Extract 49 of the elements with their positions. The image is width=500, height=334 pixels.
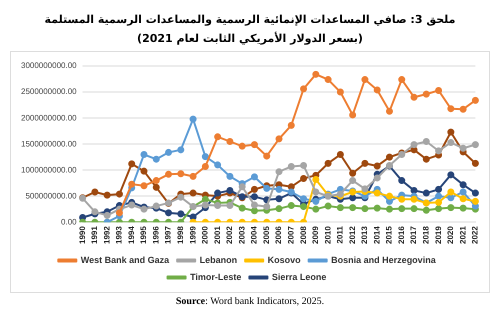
chart-subtitle: (بسعر الدولار الأمريكي الثابت لعام 2021) <box>136 30 364 47</box>
x-tick-label: 1996 <box>151 226 160 244</box>
x-tick-label: 2020 <box>446 226 456 244</box>
x-tick-label: 2008 <box>298 226 308 244</box>
x-tick-label: 1998 <box>176 226 186 244</box>
x-tick-label: 2012 <box>348 226 357 244</box>
x-tick-label: 2011 <box>336 226 345 244</box>
x-tick-label: 1995 <box>139 226 148 244</box>
x-tick-label: 2017 <box>409 226 418 244</box>
y-tick-label: 1500000000.00 <box>20 139 78 148</box>
legend-label: Sierra Leone <box>272 272 326 282</box>
legend-label: Lebanon <box>200 254 238 265</box>
x-tick-label: 1993 <box>114 226 124 244</box>
chart-title: ملحق 3: صافي المساعدات الإنمائية الرسمية والمساعدات الرسمية المستلمة <box>44 12 456 28</box>
x-tick-label: 2021 <box>458 226 468 244</box>
y-tick-label: 500000000.00 <box>25 191 78 200</box>
x-tick-label: 1997 <box>164 226 173 244</box>
x-tick-label: 2019 <box>434 226 443 244</box>
y-tick-label: 3000000000.00 <box>20 61 78 70</box>
source-note: Source: Word bank Indicators, 2025. <box>174 296 326 307</box>
x-tick-label: 2018 <box>422 226 431 244</box>
x-tick-label: 2007 <box>286 226 296 244</box>
x-tick-label: 2013 <box>360 226 370 244</box>
x-tick-label: 2022 <box>470 226 480 244</box>
x-tick-label: 2000 <box>200 226 210 244</box>
x-tick-label: 2003 <box>237 226 246 244</box>
x-tick-label: 2006 <box>274 226 284 244</box>
x-tick-label: 1990 <box>78 226 87 244</box>
x-tick-label: 2009 <box>311 226 320 244</box>
y-tick-label: 2500000000.00 <box>20 87 78 96</box>
x-tick-label: 2015 <box>384 226 394 244</box>
x-tick-label: 2010 <box>323 226 332 244</box>
legend-label: Bosnia and Herzegovina <box>331 254 437 265</box>
legend-label: Timor-Leste <box>190 272 242 282</box>
x-tick-label: 2002 <box>225 226 234 244</box>
x-tick-label: 2014 <box>372 226 382 244</box>
y-tick-label: 1000000000.00 <box>20 165 78 174</box>
x-tick-label: 2005 <box>262 226 271 244</box>
x-tick-label: 2016 <box>396 226 406 244</box>
x-tick-label: 2004 <box>250 226 259 244</box>
x-tick-label: 1991 <box>90 226 100 244</box>
x-tick-label: 1994 <box>126 226 136 244</box>
y-tick-label: 0.00 <box>61 217 78 226</box>
legend-label: Kosovo <box>268 254 302 265</box>
x-tick-label: 1999 <box>188 226 198 244</box>
x-tick-label: 1992 <box>102 226 112 244</box>
legend-label: West Bank and Gaza <box>80 254 170 265</box>
y-tick-label: 2000000000.00 <box>20 113 78 122</box>
x-tick-label: 2001 <box>212 226 222 244</box>
